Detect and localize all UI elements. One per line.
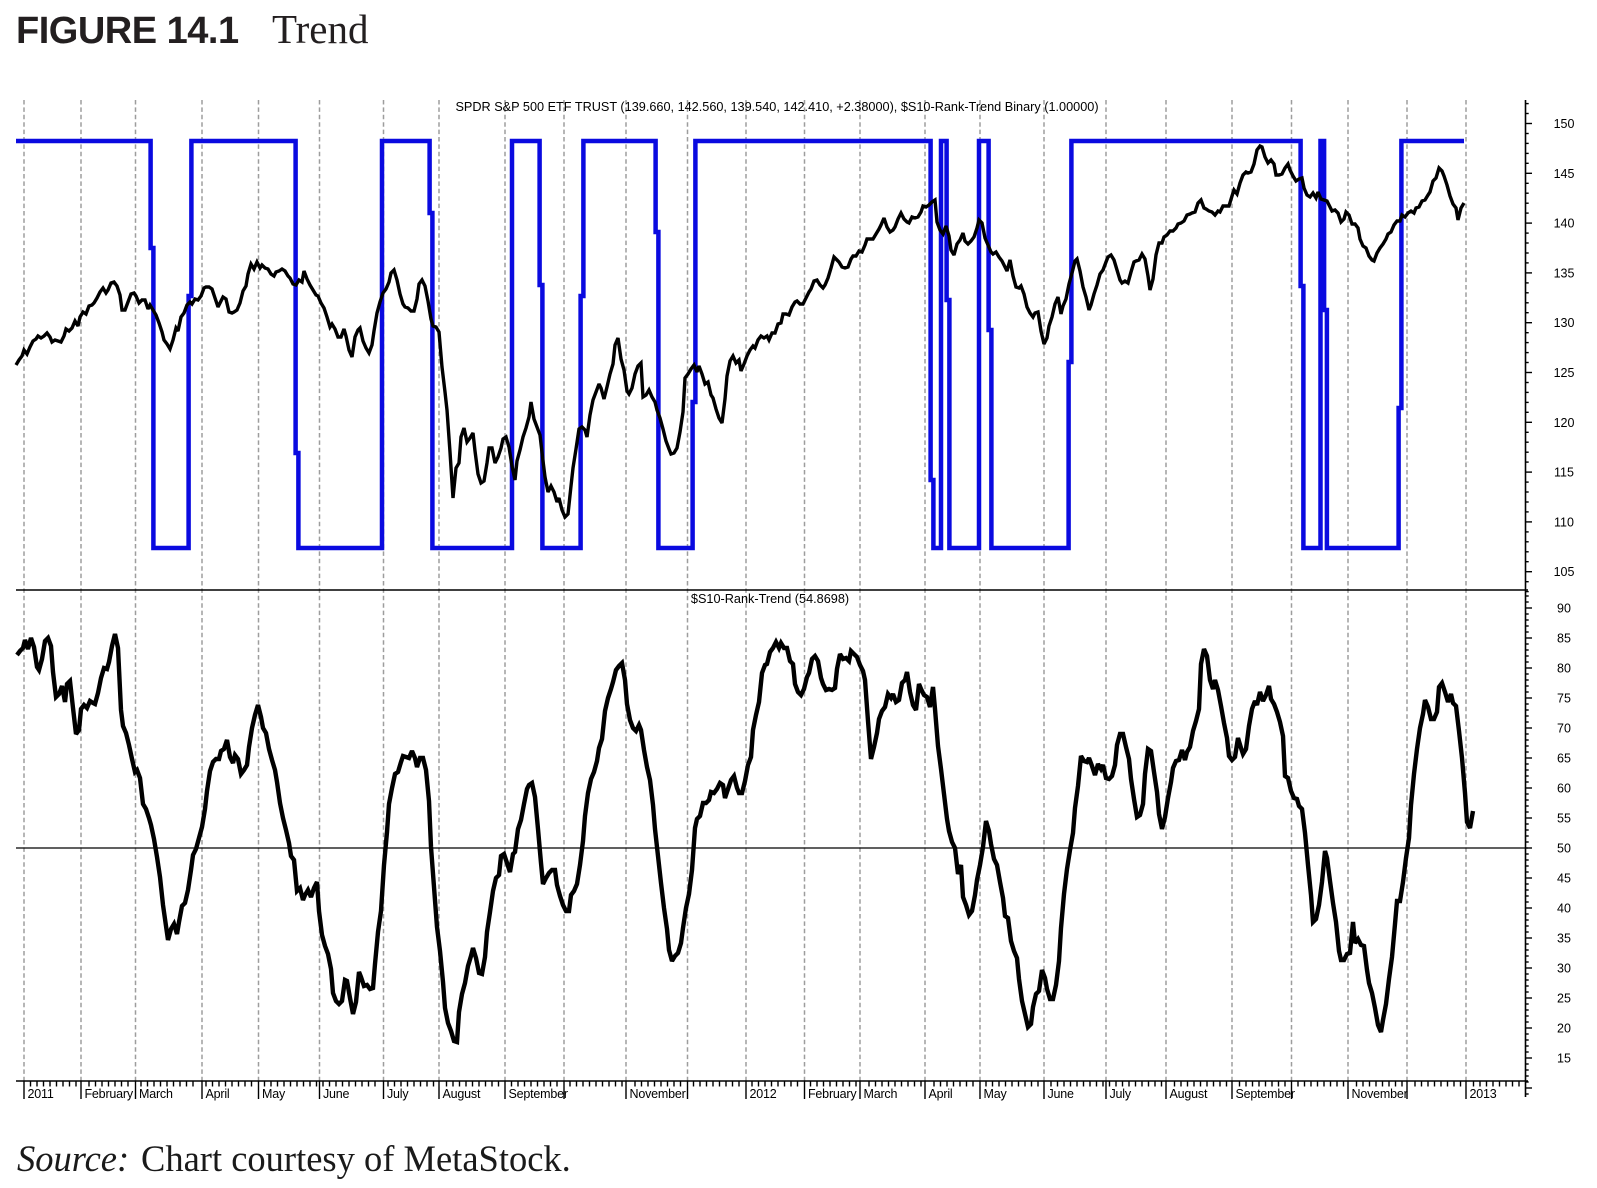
- svg-text:June: June: [323, 1087, 350, 1101]
- svg-text:June: June: [1048, 1087, 1075, 1101]
- svg-text:85: 85: [1557, 632, 1571, 646]
- svg-text:2013: 2013: [1470, 1087, 1497, 1101]
- svg-text:130: 130: [1554, 316, 1575, 330]
- svg-text:August: August: [443, 1087, 481, 1101]
- svg-text:115: 115: [1554, 466, 1574, 480]
- svg-text:2012: 2012: [750, 1087, 777, 1101]
- svg-text:February: February: [808, 1087, 857, 1101]
- svg-text:Trend: Trend: [272, 6, 368, 52]
- svg-text:55: 55: [1557, 812, 1571, 826]
- svg-text:70: 70: [1557, 722, 1571, 736]
- svg-text:November: November: [1352, 1087, 1408, 1101]
- svg-text:60: 60: [1557, 782, 1571, 796]
- svg-text:April: April: [206, 1087, 230, 1101]
- svg-text:November: November: [630, 1087, 686, 1101]
- svg-text:March: March: [864, 1087, 898, 1101]
- svg-text:August: August: [1170, 1087, 1208, 1101]
- svg-text:$S10-Rank-Trend (54.8698): $S10-Rank-Trend (54.8698): [691, 592, 849, 606]
- svg-text:50: 50: [1557, 842, 1571, 856]
- svg-text:140: 140: [1554, 217, 1575, 231]
- svg-text:135: 135: [1554, 266, 1575, 280]
- svg-text:125: 125: [1554, 366, 1575, 380]
- svg-text:April: April: [929, 1087, 953, 1101]
- svg-text:September: September: [1236, 1087, 1295, 1101]
- svg-text:120: 120: [1554, 416, 1575, 430]
- svg-text:90: 90: [1557, 602, 1571, 616]
- svg-text:45: 45: [1557, 872, 1571, 886]
- svg-text:Chart courtesy of MetaStock.: Chart courtesy of MetaStock.: [141, 1138, 571, 1179]
- svg-text:150: 150: [1554, 117, 1575, 131]
- svg-text:Source:: Source:: [17, 1138, 129, 1179]
- svg-text:40: 40: [1557, 902, 1571, 916]
- svg-text:September: September: [509, 1087, 568, 1101]
- svg-text:July: July: [387, 1087, 409, 1101]
- svg-text:75: 75: [1557, 692, 1571, 706]
- svg-text:FIGURE 14.1: FIGURE 14.1: [16, 10, 239, 52]
- svg-text:March: March: [139, 1087, 173, 1101]
- svg-text:145: 145: [1554, 167, 1575, 181]
- svg-text:SPDR S&P 500 ETF TRUST (139.66: SPDR S&P 500 ETF TRUST (139.660, 142.560…: [455, 100, 1098, 114]
- svg-text:February: February: [85, 1087, 134, 1101]
- svg-text:May: May: [262, 1087, 286, 1101]
- svg-text:110: 110: [1554, 515, 1574, 529]
- svg-text:35: 35: [1557, 932, 1571, 946]
- svg-text:105: 105: [1554, 565, 1575, 579]
- svg-text:20: 20: [1557, 1022, 1571, 1036]
- svg-text:15: 15: [1557, 1052, 1571, 1066]
- svg-text:25: 25: [1557, 992, 1571, 1006]
- svg-text:80: 80: [1557, 662, 1571, 676]
- svg-text:July: July: [1110, 1087, 1132, 1101]
- svg-text:May: May: [984, 1087, 1008, 1101]
- svg-text:65: 65: [1557, 752, 1571, 766]
- svg-text:30: 30: [1557, 962, 1571, 976]
- svg-text:2011: 2011: [28, 1087, 54, 1101]
